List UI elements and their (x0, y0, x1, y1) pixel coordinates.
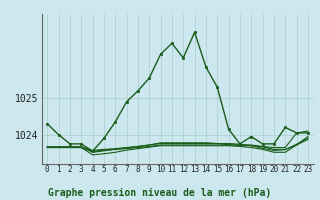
Text: Graphe pression niveau de la mer (hPa): Graphe pression niveau de la mer (hPa) (48, 188, 272, 198)
